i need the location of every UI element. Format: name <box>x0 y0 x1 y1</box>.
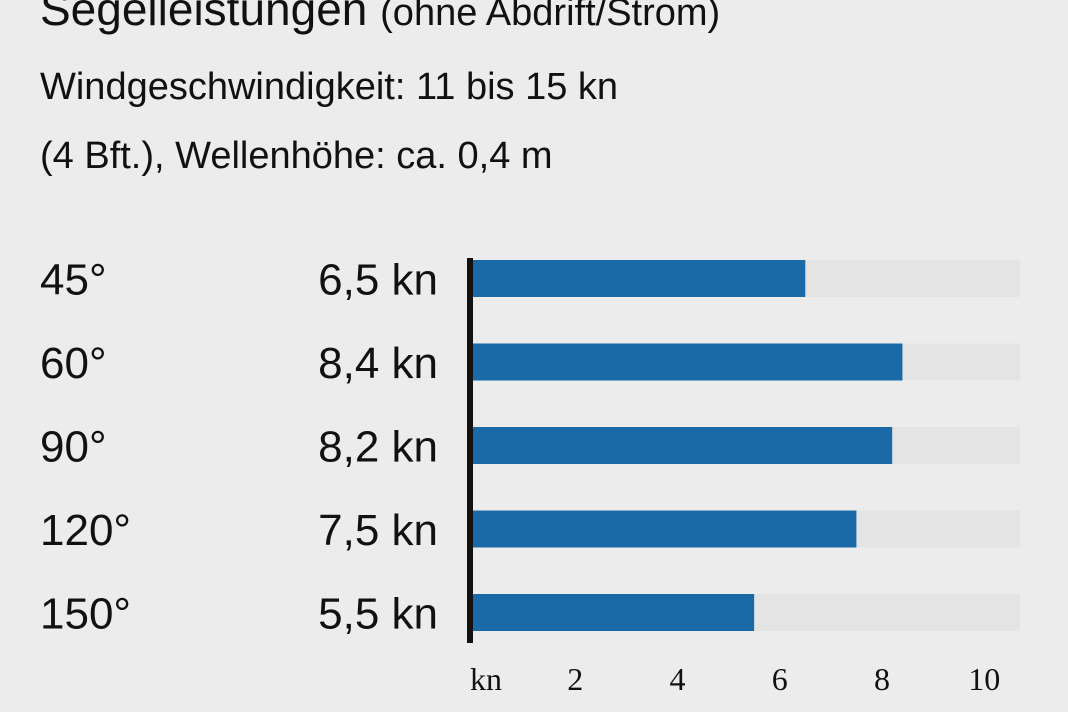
x-tick-label: 10 <box>968 661 1000 697</box>
value-label: 8,2 kn <box>318 423 438 472</box>
x-tick-label: 2 <box>567 661 583 697</box>
chart-title: Segelleistungen <box>40 0 368 35</box>
category-label: 45° <box>40 256 107 305</box>
chart-title-note: (ohne Abdrift/Strom) <box>380 0 721 34</box>
y-axis-line <box>467 258 473 643</box>
x-tick-label: 4 <box>669 661 685 697</box>
value-label: 6,5 kn <box>318 256 438 305</box>
bar <box>473 343 903 381</box>
category-label: 150° <box>40 590 131 639</box>
category-label: 90° <box>40 423 107 472</box>
chart-title-block: Segelleistungen (ohne Abdrift/Strom) <box>40 0 720 32</box>
category-label: 60° <box>40 339 107 388</box>
x-unit-label: kn <box>470 661 502 697</box>
bar <box>473 594 755 631</box>
bar <box>473 510 857 548</box>
category-label: 120° <box>40 506 131 555</box>
bar <box>473 427 893 464</box>
bar <box>473 260 806 297</box>
chart-subtitle-wind: Windgeschwindigkeit: 11 bis 15 kn <box>40 66 619 108</box>
x-tick-label: 8 <box>874 661 890 697</box>
value-label: 7,5 kn <box>318 506 438 555</box>
value-label: 5,5 kn <box>318 590 438 639</box>
value-label: 8,4 kn <box>318 339 438 388</box>
x-tick-label: 6 <box>772 661 788 697</box>
chart-subtitle-waves: (4 Bft.), Wellenhöhe: ca. 0,4 m <box>40 135 553 177</box>
